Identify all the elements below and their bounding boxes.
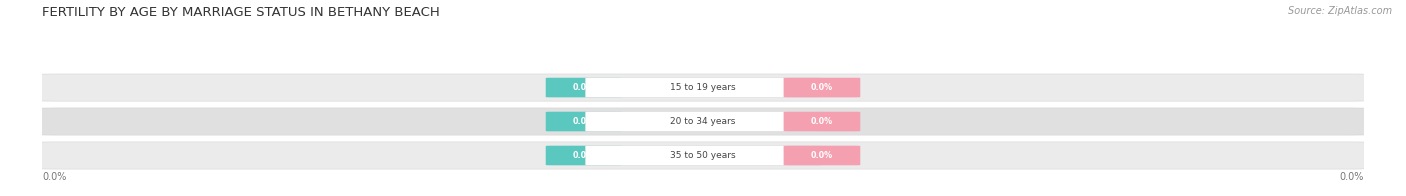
FancyBboxPatch shape bbox=[585, 78, 821, 97]
FancyBboxPatch shape bbox=[30, 142, 1376, 169]
FancyBboxPatch shape bbox=[585, 112, 821, 131]
Text: 0.0%: 0.0% bbox=[42, 172, 66, 182]
FancyBboxPatch shape bbox=[546, 112, 623, 131]
Text: 35 to 50 years: 35 to 50 years bbox=[671, 151, 735, 160]
Text: 0.0%: 0.0% bbox=[811, 83, 832, 92]
FancyBboxPatch shape bbox=[783, 146, 860, 165]
FancyBboxPatch shape bbox=[546, 146, 623, 165]
FancyBboxPatch shape bbox=[585, 146, 821, 165]
FancyBboxPatch shape bbox=[30, 108, 1376, 135]
Text: 0.0%: 0.0% bbox=[811, 151, 832, 160]
FancyBboxPatch shape bbox=[783, 78, 860, 97]
Text: 20 to 34 years: 20 to 34 years bbox=[671, 117, 735, 126]
Text: 0.0%: 0.0% bbox=[574, 83, 595, 92]
FancyBboxPatch shape bbox=[546, 78, 623, 97]
FancyBboxPatch shape bbox=[783, 112, 860, 131]
Text: FERTILITY BY AGE BY MARRIAGE STATUS IN BETHANY BEACH: FERTILITY BY AGE BY MARRIAGE STATUS IN B… bbox=[42, 6, 440, 19]
FancyBboxPatch shape bbox=[30, 74, 1376, 101]
Text: 0.0%: 0.0% bbox=[1340, 172, 1364, 182]
Text: 15 to 19 years: 15 to 19 years bbox=[671, 83, 735, 92]
Text: 0.0%: 0.0% bbox=[574, 151, 595, 160]
Text: Source: ZipAtlas.com: Source: ZipAtlas.com bbox=[1288, 6, 1392, 16]
Text: 0.0%: 0.0% bbox=[811, 117, 832, 126]
Text: 0.0%: 0.0% bbox=[574, 117, 595, 126]
